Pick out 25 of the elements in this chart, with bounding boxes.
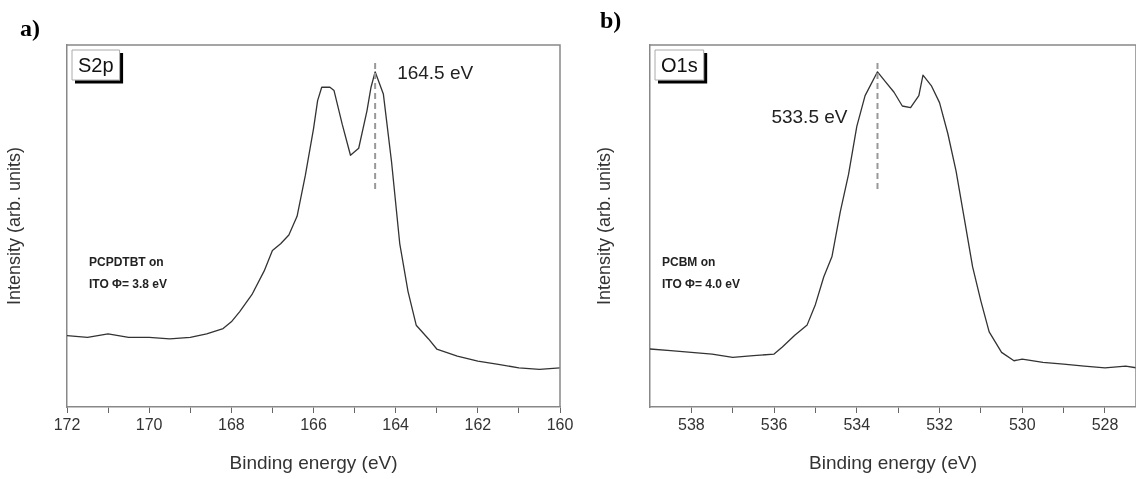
x-tick-label: 166 (300, 416, 327, 434)
x-tick-label: 528 (1091, 416, 1119, 434)
annotation: O1s (661, 53, 698, 76)
chart-title: b) (600, 7, 622, 33)
annotation: PCBM on ITO Φ= 4.0 eV (662, 254, 740, 291)
x-tick-label: 160 (546, 416, 574, 434)
x-axis-title: Binding energy (eV) (809, 451, 977, 473)
annotation: PCPDTBT on ITO Φ= 3.8 eV (89, 254, 167, 291)
y-axis-title: Intensity (arb. units) (593, 146, 614, 306)
x-tick-label: 162 (464, 416, 492, 434)
x-tick-label: 168 (217, 416, 245, 434)
x-axis-title: Binding energy (eV) (229, 451, 398, 473)
ref-line-label: 533.5 eV (771, 105, 848, 127)
x-tick-label: 534 (843, 416, 871, 434)
x-tick-label: 538 (678, 416, 705, 434)
ref-line-label: 164.5 eV (397, 62, 474, 84)
x-tick-label: 536 (760, 416, 788, 434)
x-tick-label: 164 (382, 416, 410, 434)
chart-title: a) (20, 15, 40, 41)
annotation: S2p (78, 53, 114, 76)
x-tick-label: 532 (926, 416, 953, 434)
x-tick-label: 530 (1008, 416, 1036, 434)
x-tick-label: 170 (135, 416, 163, 434)
y-axis-title: Intensity (arb. units) (3, 146, 24, 306)
x-tick-label: 172 (53, 416, 81, 434)
